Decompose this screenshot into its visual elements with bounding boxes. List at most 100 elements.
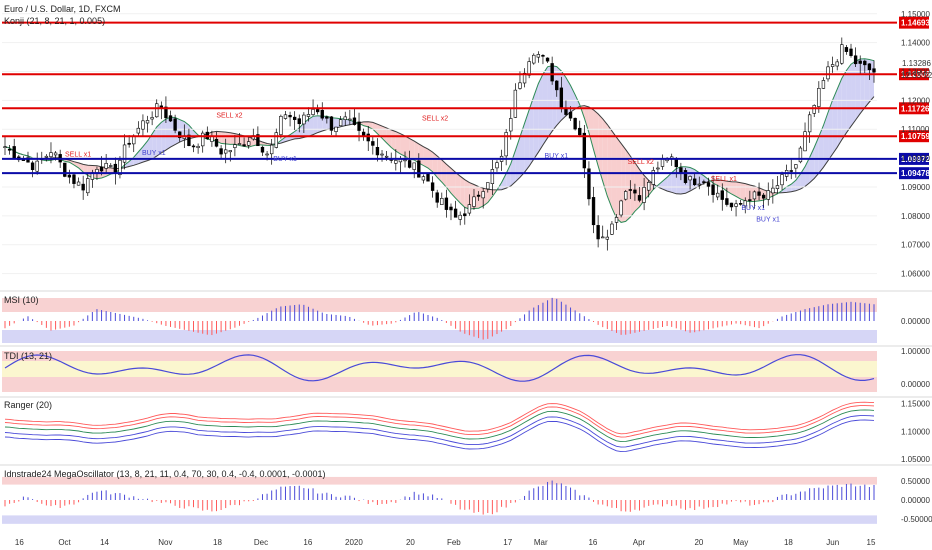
ranger-tick-label: 1.15000 <box>901 400 930 409</box>
candle-body <box>435 192 439 203</box>
tdi-tick-label: 0.00000 <box>901 380 930 389</box>
candle-body <box>260 146 265 153</box>
tdi-legend[interactable]: TDI (13, 21) <box>4 351 52 361</box>
candle-body <box>849 48 853 56</box>
mega-lower-zone <box>2 515 877 524</box>
candle-body <box>53 152 58 156</box>
time-tick-label: Mar <box>534 538 548 547</box>
candle-body <box>775 185 780 189</box>
candle-body <box>780 174 784 186</box>
trend-band-segment <box>625 149 631 222</box>
indicator-panes: 0.00000 1.00000 0.00000 1.15000 1.10000 1.050… <box>0 290 932 524</box>
trend-band-segment <box>855 59 861 121</box>
price-tag-label: 1.14693 <box>901 19 930 28</box>
time-tick-label: 16 <box>15 538 24 547</box>
candle-body <box>679 167 683 173</box>
msi-tick-label: 0.00000 <box>901 317 930 326</box>
indicator-legend[interactable]: Konji (21, 8, 21, 1, 0.005) <box>4 16 105 26</box>
megaoscillator-legend[interactable]: Idnstrade24 MegaOscillator (13, 8, 21, 1… <box>4 469 326 479</box>
sell-signal-label: SELL x2 <box>216 113 242 120</box>
trend-band-segment <box>851 61 856 127</box>
price-tag-label: 1.09972 <box>901 155 930 164</box>
price-tag-label: 1.09478 <box>901 169 930 178</box>
candle-body <box>283 114 288 119</box>
candle-body <box>187 134 191 147</box>
candle-body <box>141 120 145 130</box>
tdi-upper-zone <box>2 351 877 361</box>
time-tick-label: Jun <box>826 538 839 547</box>
candle-body <box>7 148 12 151</box>
candle-body <box>771 187 775 194</box>
time-axis[interactable]: 16 Oct 14 Nov 18 Dec 16 2020 20 Feb 17 Mar 16 Apr 20 Ma… <box>15 538 876 547</box>
candle-body <box>591 197 596 226</box>
trend-band-segment <box>506 163 511 189</box>
candle-body <box>527 61 531 76</box>
candle-body <box>863 60 867 66</box>
time-tick-label: Oct <box>58 538 71 547</box>
candle-body <box>458 214 462 220</box>
candle-body <box>867 63 872 71</box>
candle-body <box>614 217 619 223</box>
candle-body <box>734 203 738 207</box>
candle-body <box>536 54 541 58</box>
candle-body <box>242 144 246 147</box>
price-tick-label: 1.14000 <box>901 39 930 48</box>
price-tag-label: 1.11726 <box>901 104 930 113</box>
candle-body <box>63 162 67 177</box>
candle-body <box>233 144 237 148</box>
trend-band-segment <box>837 78 842 148</box>
trend-band-segment <box>156 122 162 157</box>
price-tick-label: 1.12000 <box>901 96 930 105</box>
candle-body <box>136 127 141 134</box>
candle-body <box>798 147 803 163</box>
candle-body <box>118 159 122 175</box>
trend-band-segment <box>565 77 571 116</box>
candle-body <box>821 80 826 89</box>
candle-body <box>311 109 315 115</box>
candle-body <box>191 145 196 148</box>
price-tag-box <box>899 16 929 29</box>
candle-body <box>334 126 338 132</box>
level-lines[interactable] <box>2 21 897 175</box>
price-tick-label: 1.08000 <box>901 212 930 221</box>
candle-body <box>495 162 499 169</box>
candle-body <box>637 195 642 201</box>
buy-signal-label: BUY x1 <box>756 217 780 224</box>
candle-body <box>357 121 361 131</box>
ranger-band-line <box>4 401 875 435</box>
trend-band-segment <box>142 141 148 163</box>
candle-body <box>348 118 352 121</box>
price-axis[interactable]: 1.14693 1.12906 1.11726 1.10759 1.09972 1.094… <box>899 10 930 279</box>
candle-body <box>384 155 389 158</box>
candle-body <box>430 182 435 191</box>
trend-band-segment <box>446 164 451 194</box>
trend-band-segment <box>225 132 231 145</box>
candle-body <box>697 183 701 186</box>
chart-title: Euro / U.S. Dollar, 1D, FXCM <box>4 4 121 14</box>
trend-band-segment <box>501 173 507 190</box>
ranger-legend[interactable]: Ranger (20) <box>4 400 52 410</box>
time-tick-label: Apr <box>633 538 646 547</box>
trend-band-segment <box>860 58 865 114</box>
candle-body <box>72 174 76 184</box>
trend-band-segment <box>584 105 589 133</box>
candle-body <box>320 109 324 119</box>
trend-band-segment <box>745 183 750 202</box>
candle-body <box>453 208 458 218</box>
candle-body <box>844 47 849 52</box>
buy-signal-label: BUY x1 <box>741 205 765 212</box>
candle-body <box>830 64 835 67</box>
time-tick-label: 20 <box>694 538 703 547</box>
time-tick-label: 18 <box>213 538 222 547</box>
candle-body <box>555 80 559 91</box>
candle-body <box>228 150 232 153</box>
ranger-band-line <box>4 415 875 448</box>
buy-signal-label: BUY x1 <box>273 156 297 163</box>
candle-body <box>835 61 839 67</box>
candle-body <box>633 189 637 194</box>
candle-body <box>532 54 536 64</box>
msi-legend[interactable]: MSI (10) <box>4 295 39 305</box>
time-tick-label: 2020 <box>345 538 363 547</box>
sell-signal-label: SELL x1 <box>65 152 91 159</box>
